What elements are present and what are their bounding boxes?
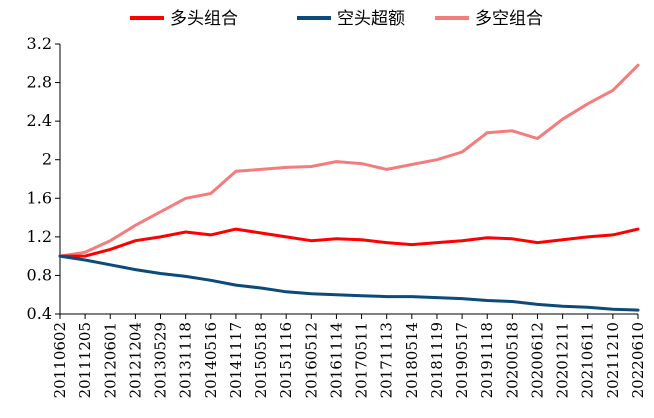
x-tick-label: 20220610 [629,322,647,398]
legend-label-2: 多空组合 [475,9,543,29]
y-tick-label: 2 [42,150,52,169]
series-line-1 [58,254,640,312]
x-tick-label: 20121204 [126,322,144,398]
y-tick-label: 1.2 [27,227,52,246]
y-tick-label: 1.6 [27,188,52,207]
x-tick-label: 20160512 [302,322,320,398]
x-tick-label: 20110602 [51,322,69,398]
y-tick-label: 2.8 [27,73,52,92]
y-tick-label: 0.8 [27,265,52,284]
legend-label-1: 空头超额 [337,9,405,29]
x-tick-label: 20180514 [403,322,421,398]
series-line-2 [58,63,640,258]
x-tick-label: 20200518 [503,322,521,398]
y-tick-label: 2.4 [27,111,52,130]
y-tick-label: 0.4 [27,304,52,323]
x-tick-label: 20200612 [528,322,546,398]
x-tick-label: 20111205 [76,322,94,398]
x-tick-label: 20201211 [554,322,572,398]
x-tick-label: 20170511 [353,322,371,398]
series-line-0 [58,227,640,258]
x-tick-label: 20181119 [428,322,446,398]
x-tick-label: 20141117 [227,322,245,398]
y-tick-label: 3.2 [27,34,52,53]
legend: 多头组合 空头超额 多空组合 [130,9,543,29]
x-tick-label: 20161114 [327,322,345,398]
x-tick-label: 20140516 [202,322,220,398]
x-tick-label: 20190517 [453,322,471,398]
x-tick-label: 20130529 [152,322,170,398]
x-tick-label: 20120601 [101,322,119,398]
x-tick-label: 20151116 [277,322,295,398]
legend-label-0: 多头组合 [170,9,238,29]
x-tick-label: 20131118 [177,322,195,398]
x-tick-label: 20211210 [604,322,622,398]
x-tick-label: 20150518 [252,322,270,398]
x-tick-label: 20210611 [579,322,597,398]
x-tick-label: 20191118 [478,322,496,398]
x-tick-label: 20171113 [378,322,396,398]
